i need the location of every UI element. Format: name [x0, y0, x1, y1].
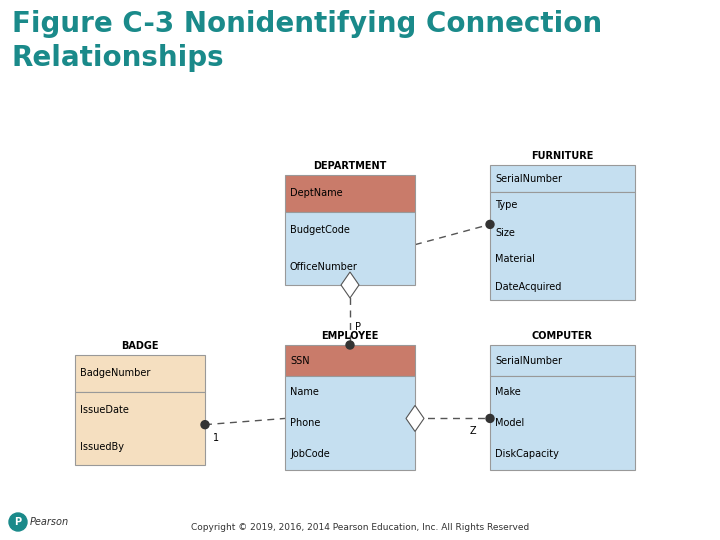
Text: BADGE: BADGE [121, 341, 158, 351]
Text: DateAcquired: DateAcquired [495, 281, 562, 292]
Bar [490, 376, 635, 470]
Bar [285, 212, 415, 285]
Text: Type: Type [495, 200, 518, 211]
Bar [490, 345, 635, 376]
Bar [75, 355, 205, 392]
Text: Model: Model [495, 418, 524, 428]
Circle shape [201, 421, 209, 429]
Text: 1: 1 [213, 433, 219, 443]
Polygon shape [341, 272, 359, 298]
Text: JobCode: JobCode [290, 449, 330, 460]
Circle shape [9, 513, 27, 531]
Text: EMPLOYEE: EMPLOYEE [321, 331, 379, 341]
Text: Name: Name [290, 387, 319, 397]
Polygon shape [406, 406, 424, 431]
Text: P: P [14, 517, 22, 527]
Bar [75, 392, 205, 465]
Text: DEPARTMENT: DEPARTMENT [313, 161, 387, 171]
Text: IssueDate: IssueDate [80, 405, 129, 415]
Text: SSN: SSN [290, 356, 310, 366]
Text: Pearson: Pearson [30, 517, 69, 527]
Text: DeptName: DeptName [290, 188, 343, 198]
Circle shape [486, 220, 494, 228]
Text: Phone: Phone [290, 418, 320, 428]
Text: BudgetCode: BudgetCode [290, 225, 350, 235]
Bar [285, 345, 415, 376]
Text: FURNITURE: FURNITURE [531, 151, 594, 161]
Bar [490, 192, 635, 300]
Bar [490, 165, 635, 192]
Text: IssuedBy: IssuedBy [80, 442, 124, 451]
Text: Copyright © 2019, 2016, 2014 Pearson Education, Inc. All Rights Reserved: Copyright © 2019, 2016, 2014 Pearson Edu… [191, 523, 529, 532]
Text: Figure C-3 Nonidentifying Connection
Relationships: Figure C-3 Nonidentifying Connection Rel… [12, 10, 602, 71]
Text: Material: Material [495, 254, 535, 265]
Circle shape [486, 414, 494, 422]
Bar [285, 175, 415, 212]
Text: SerialNumber: SerialNumber [495, 356, 562, 366]
Text: Size: Size [495, 227, 515, 238]
Text: Make: Make [495, 387, 521, 397]
Circle shape [346, 341, 354, 349]
Text: OfficeNumber: OfficeNumber [290, 262, 358, 272]
Text: BadgeNumber: BadgeNumber [80, 368, 150, 379]
Text: SerialNumber: SerialNumber [495, 173, 562, 184]
Text: COMPUTER: COMPUTER [532, 331, 593, 341]
Bar [285, 376, 415, 470]
Text: Z: Z [469, 427, 476, 436]
Text: P: P [355, 322, 361, 332]
Text: DiskCapacity: DiskCapacity [495, 449, 559, 460]
